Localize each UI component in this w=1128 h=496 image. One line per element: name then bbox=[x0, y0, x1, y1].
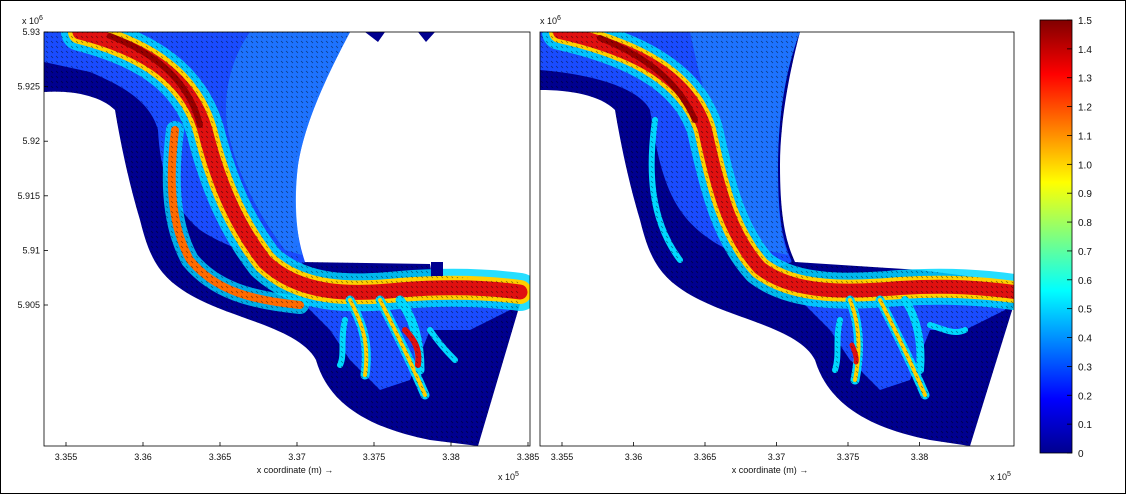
x-tick-label: 3.375 bbox=[363, 452, 386, 462]
x-tick-label: 3.36 bbox=[625, 452, 643, 462]
y-tick-label: 5.905 bbox=[17, 300, 40, 310]
right-velocity-vectors bbox=[540, 32, 1014, 446]
colorbar-tick-label: 1.1 bbox=[1078, 131, 1092, 142]
colorbar-tick-label: 0.7 bbox=[1078, 247, 1092, 258]
colorbar-tick-label: 0.3 bbox=[1078, 362, 1092, 373]
left-axes-box bbox=[43, 31, 531, 447]
x-tick-label: 3.38 bbox=[911, 452, 929, 462]
left-x-ticks: 3.355 3.36 3.365 3.37 3.375 3.38 3.385 bbox=[55, 442, 540, 462]
colorbar-tick-label: 0.6 bbox=[1078, 276, 1092, 287]
colorbar-tick-label: 0.8 bbox=[1078, 218, 1092, 229]
right-x-scale: x 105 bbox=[990, 471, 1011, 482]
y-tick-label: 5.91 bbox=[22, 245, 40, 255]
left-islands bbox=[365, 32, 435, 42]
left-pier bbox=[431, 262, 443, 276]
right-x-axis-label: x coordinate (m) → bbox=[732, 465, 809, 475]
colorbar-tick-label: 0 bbox=[1078, 449, 1084, 460]
x-tick-label: 3.38 bbox=[442, 452, 460, 462]
left-x-scale: x 105 bbox=[498, 471, 519, 482]
x-tick-label: 3.355 bbox=[55, 452, 78, 462]
colorbar-tick-label: 0.4 bbox=[1078, 334, 1092, 345]
colorbar-tick-label: 0.1 bbox=[1078, 420, 1092, 431]
x-tick-label: 3.365 bbox=[694, 452, 717, 462]
right-y-scale: x 106 bbox=[540, 15, 561, 26]
x-tick-label: 3.385 bbox=[517, 452, 540, 462]
colorbar-tick-label: 1.0 bbox=[1078, 160, 1092, 171]
x-tick-label: 3.36 bbox=[134, 452, 152, 462]
left-y-ticks: 5.93 5.925 5.92 5.915 5.91 5.905 bbox=[17, 27, 48, 310]
right-x-ticks: 3.355 3.36 3.365 3.37 3.375 3.38 bbox=[551, 442, 929, 462]
x-tick-label: 3.375 bbox=[837, 452, 860, 462]
left-velocity-vectors bbox=[44, 32, 520, 446]
colorbar-tick-label: 1.3 bbox=[1078, 74, 1092, 85]
x-tick-label: 3.365 bbox=[209, 452, 232, 462]
x-tick-label: 3.37 bbox=[288, 452, 306, 462]
colorbar-ticks: 1.5 1.4 1.3 1.2 1.1 1.0 0.9 0.8 0.7 0.6 0.5 0.4 0.3 0… bbox=[1067, 16, 1092, 460]
y-tick-label: 5.93 bbox=[22, 27, 40, 37]
x-tick-label: 3.37 bbox=[768, 452, 786, 462]
colorbar-tick-label: 1.5 bbox=[1078, 16, 1092, 27]
y-tick-label: 5.925 bbox=[17, 82, 40, 92]
colorbar-tick-label: 1.4 bbox=[1078, 45, 1092, 56]
right-axes-box bbox=[539, 31, 1015, 447]
x-tick-label: 3.355 bbox=[551, 452, 574, 462]
left-plot bbox=[44, 32, 530, 446]
colorbar bbox=[1039, 19, 1073, 454]
colorbar-tick-label: 0.5 bbox=[1078, 305, 1092, 316]
left-y-scale: x 106 bbox=[22, 15, 43, 26]
y-tick-label: 5.92 bbox=[22, 136, 40, 146]
left-x-axis-label: x coordinate (m) → bbox=[257, 465, 334, 475]
right-plot bbox=[540, 32, 1014, 446]
colorbar-tick-label: 0.2 bbox=[1078, 391, 1092, 402]
y-tick-label: 5.915 bbox=[17, 191, 40, 201]
colorbar-tick-label: 0.9 bbox=[1078, 189, 1092, 200]
colorbar-tick-label: 1.2 bbox=[1078, 103, 1092, 114]
